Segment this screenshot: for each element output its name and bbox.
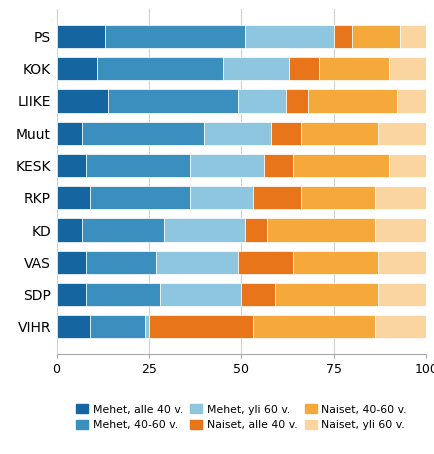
Bar bbox=[82, 218, 163, 242]
Bar bbox=[378, 122, 425, 145]
Bar bbox=[56, 154, 86, 177]
Bar bbox=[86, 251, 156, 274]
Bar bbox=[56, 283, 86, 306]
Bar bbox=[388, 57, 425, 80]
Bar bbox=[252, 315, 374, 338]
Bar bbox=[163, 218, 245, 242]
Bar bbox=[241, 283, 274, 306]
Bar bbox=[300, 186, 374, 209]
Bar bbox=[156, 251, 237, 274]
Bar bbox=[104, 25, 245, 48]
Bar bbox=[245, 218, 266, 242]
Bar bbox=[378, 283, 425, 306]
Bar bbox=[86, 154, 189, 177]
Bar bbox=[374, 218, 425, 242]
Bar bbox=[374, 186, 425, 209]
Bar bbox=[90, 186, 189, 209]
Bar bbox=[263, 154, 293, 177]
Bar bbox=[388, 154, 425, 177]
Bar bbox=[145, 315, 148, 338]
Bar bbox=[396, 89, 425, 113]
Bar bbox=[90, 315, 145, 338]
Bar bbox=[86, 283, 160, 306]
Bar bbox=[307, 89, 396, 113]
Bar bbox=[400, 25, 425, 48]
Bar bbox=[82, 122, 204, 145]
Bar bbox=[56, 315, 90, 338]
Bar bbox=[378, 251, 425, 274]
Bar bbox=[293, 251, 378, 274]
Bar bbox=[289, 57, 318, 80]
Bar bbox=[97, 57, 223, 80]
Bar bbox=[222, 57, 289, 80]
Bar bbox=[108, 89, 237, 113]
Bar bbox=[160, 283, 241, 306]
Bar bbox=[56, 57, 97, 80]
Bar bbox=[300, 122, 378, 145]
Bar bbox=[266, 218, 374, 242]
Bar bbox=[274, 283, 378, 306]
Bar bbox=[189, 186, 252, 209]
Bar bbox=[189, 154, 263, 177]
Bar bbox=[270, 122, 300, 145]
Bar bbox=[319, 57, 388, 80]
Bar bbox=[293, 154, 388, 177]
Bar bbox=[56, 218, 82, 242]
Bar bbox=[374, 315, 425, 338]
Bar bbox=[56, 251, 86, 274]
Bar bbox=[204, 122, 270, 145]
Bar bbox=[252, 186, 300, 209]
Bar bbox=[56, 89, 108, 113]
Bar bbox=[56, 25, 104, 48]
Bar bbox=[333, 25, 352, 48]
Legend: Mehet, alle 40 v., Mehet, 40-60 v., Mehet, yli 60 v., Naiset, alle 40 v., Naiset: Mehet, alle 40 v., Mehet, 40-60 v., Mehe… bbox=[76, 405, 406, 430]
Bar bbox=[148, 315, 252, 338]
Bar bbox=[237, 251, 293, 274]
Bar bbox=[237, 89, 285, 113]
Bar bbox=[245, 25, 333, 48]
Bar bbox=[56, 186, 90, 209]
Bar bbox=[56, 122, 82, 145]
Bar bbox=[285, 89, 307, 113]
Bar bbox=[352, 25, 400, 48]
